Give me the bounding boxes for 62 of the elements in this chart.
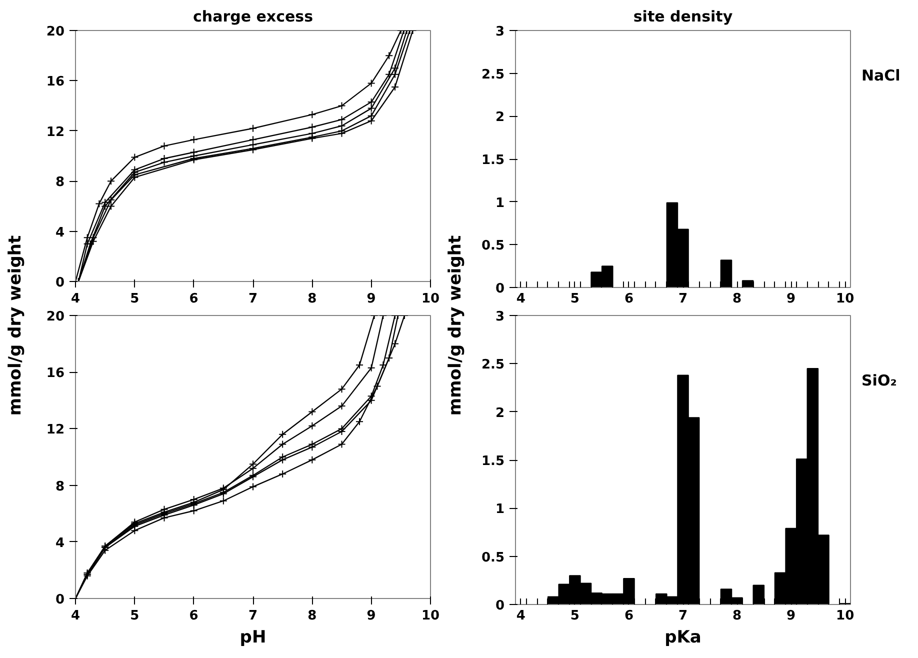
y-tick-label: 3 (495, 24, 504, 40)
x-tick-label: 4 (70, 292, 80, 306)
chart-title: charge excess (193, 8, 314, 26)
x-tick-label: 6 (189, 292, 198, 306)
y-tick-label: 8 (55, 175, 64, 190)
x-tick-label: 5 (130, 292, 140, 306)
x-tick-label: 10 (836, 292, 854, 306)
y-tick-label: 1.5 (481, 153, 504, 168)
y-axis-title: mmol/g dry weight (6, 235, 26, 416)
x-tick-label: 7 (678, 292, 688, 306)
x-tick-label: 4 (516, 292, 526, 306)
y-tick-label: 8 (55, 479, 64, 494)
x-tick-label: 8 (732, 292, 742, 306)
x-tick-label: 5 (130, 608, 140, 624)
x-tick-label: 6 (189, 608, 198, 624)
y-tick-label: 16 (46, 74, 65, 90)
y-tick-label: 2 (495, 406, 504, 421)
y-tick-label: 2 (495, 110, 504, 126)
x-axis-title: pH (240, 628, 266, 648)
x-tick-label: 10 (421, 292, 440, 306)
y-tick-label: 16 (46, 366, 65, 382)
y-tick-label: 1 (495, 502, 504, 518)
x-tick-label: 10 (836, 608, 854, 624)
y-tick-label: 12 (46, 422, 65, 438)
x-tick-label: 9 (786, 292, 796, 306)
x-tick-label: 6 (624, 292, 634, 306)
x-tick-label: 6 (624, 608, 634, 624)
x-tick-label: 9 (786, 608, 796, 624)
y-tick-label: 2.5 (481, 358, 504, 373)
y-tick-label: 0 (55, 592, 64, 608)
y-tick-label: 0 (55, 276, 64, 290)
x-tick-label: 4 (70, 608, 80, 624)
y-axis-title: mmol/g dry weight (446, 235, 466, 416)
x-axis-title: pKa (664, 628, 702, 648)
y-tick-label: 0 (495, 282, 504, 296)
y-tick-label: 12 (46, 124, 65, 140)
x-tick-label: 7 (248, 292, 258, 306)
text: SiO₂ (862, 372, 897, 390)
chart-title: site density (633, 8, 733, 26)
y-tick-label: 1.5 (481, 454, 504, 469)
y-tick-label: 1 (495, 196, 504, 211)
y-tick-label: 4 (55, 225, 64, 240)
y-tick-label: 0.5 (481, 550, 504, 566)
y-tick-label: 0.5 (481, 238, 504, 254)
x-tick-label: 8 (308, 608, 317, 624)
y-tick-label: 3 (495, 310, 504, 324)
x-tick-label: 4 (516, 608, 526, 624)
x-tick-label: 5 (570, 608, 580, 624)
y-tick-label: 0 (495, 598, 504, 614)
x-tick-label: 5 (570, 292, 580, 306)
x-tick-label: 9 (366, 608, 376, 624)
y-tick-label: 4 (55, 536, 64, 551)
x-tick-label: 9 (366, 292, 376, 306)
x-tick-label: 8 (732, 608, 742, 624)
x-tick-label: 10 (421, 608, 440, 624)
x-tick-label: 7 (248, 608, 258, 624)
text: NaCl (862, 66, 900, 84)
y-tick-label: 20 (46, 24, 65, 40)
y-tick-label: 2.5 (481, 67, 504, 82)
y-tick-label: 20 (46, 310, 65, 324)
x-tick-label: 7 (678, 608, 688, 624)
x-tick-label: 8 (308, 292, 317, 306)
